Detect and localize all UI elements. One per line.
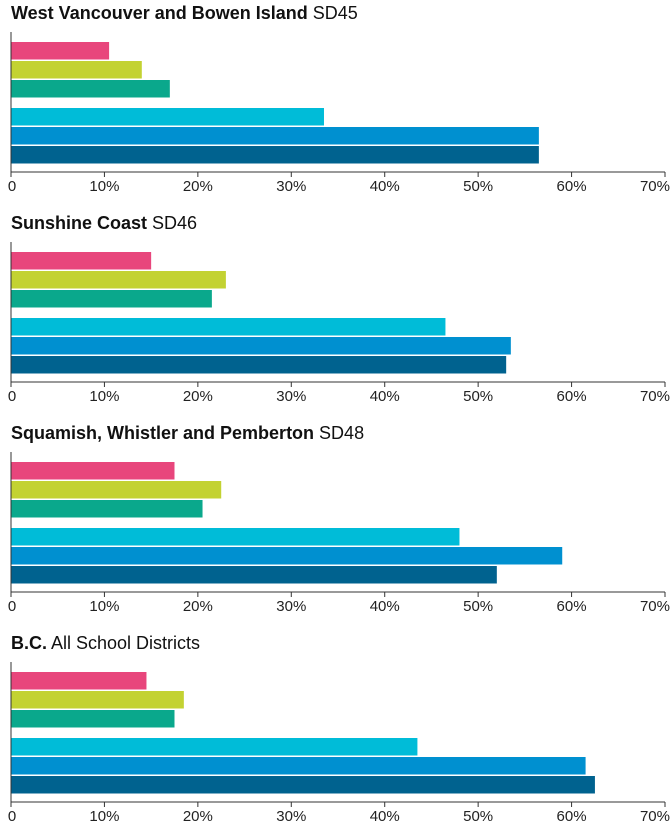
bar [11, 738, 418, 756]
bar [11, 500, 203, 518]
panel-title-bold: West Vancouver and Bowen Island [11, 3, 308, 23]
bar [11, 356, 507, 374]
bar [11, 547, 563, 565]
bar [11, 61, 142, 79]
panel-title: B.C. All School Districts [11, 633, 200, 654]
x-tick-label: 70% [640, 598, 670, 615]
x-tick-label: 40% [370, 388, 400, 405]
bar-plot: 0 10% 20% 30% 40% 50% 60% 70% [8, 662, 670, 825]
panel-title-bold: B.C. [11, 633, 47, 653]
x-tick-label: 50% [463, 598, 493, 615]
x-tick-label: 20% [183, 388, 213, 405]
bar [11, 80, 170, 98]
x-tick-label: 0 [8, 388, 16, 405]
x-tick-label: 50% [463, 388, 493, 405]
x-tick-label: 60% [557, 178, 587, 195]
x-tick-label: 70% [640, 178, 670, 195]
x-tick-label: 20% [183, 598, 213, 615]
bar [11, 691, 184, 709]
bar [11, 127, 539, 145]
bar [11, 318, 446, 336]
x-tick-label: 50% [463, 178, 493, 195]
x-tick-label: 10% [89, 598, 119, 615]
bar [11, 481, 222, 499]
panel-title: West Vancouver and Bowen Island SD45 [11, 3, 358, 24]
chart-panel: B.C. All School Districts 0 10% 20% 30% 40% 50… [0, 630, 670, 838]
chart-panel: Squamish, Whistler and Pemberton SD48 0 10… [0, 420, 670, 628]
x-tick-label: 70% [640, 808, 670, 825]
x-tick-label: 50% [463, 808, 493, 825]
bar [11, 672, 147, 690]
bar [11, 290, 212, 308]
bar [11, 108, 324, 126]
bar [11, 252, 152, 270]
panel-title-rest: SD46 [147, 213, 198, 233]
x-tick-label: 60% [557, 388, 587, 405]
bar [11, 776, 595, 794]
x-tick-label: 30% [276, 808, 306, 825]
x-tick-label: 10% [89, 388, 119, 405]
bar [11, 710, 175, 728]
bar-plot: 0 10% 20% 30% 40% 50% 60% 70% [8, 32, 670, 195]
x-tick-label: 10% [89, 178, 119, 195]
bar-plot: 0 10% 20% 30% 40% 50% 60% 70% [8, 452, 670, 615]
x-tick-label: 70% [640, 388, 670, 405]
bar [11, 462, 175, 480]
panel-title: Sunshine Coast SD46 [11, 213, 197, 234]
panel-title-bold: Sunshine Coast [11, 213, 148, 233]
bar [11, 271, 226, 289]
bar [11, 337, 511, 355]
chart-panel: West Vancouver and Bowen Island SD45 0 10%… [0, 0, 670, 208]
x-tick-label: 0 [8, 178, 16, 195]
chart-panel: Sunshine Coast SD46 0 10% 20% 30% 40% 50% 60% 70… [0, 210, 670, 418]
x-tick-label: 40% [370, 808, 400, 825]
x-tick-label: 30% [276, 178, 306, 195]
bar [11, 146, 539, 164]
bar [11, 566, 497, 584]
bar [11, 42, 110, 60]
x-tick-label: 30% [276, 598, 306, 615]
bar [11, 528, 460, 546]
x-tick-label: 0 [8, 808, 16, 825]
panel-title-rest: All School Districts [47, 633, 201, 653]
bar [11, 757, 586, 775]
panel-title-rest: SD48 [314, 423, 365, 443]
x-tick-label: 60% [557, 808, 587, 825]
x-tick-label: 20% [183, 178, 213, 195]
x-tick-label: 40% [370, 598, 400, 615]
x-tick-label: 20% [183, 808, 213, 825]
x-tick-label: 30% [276, 388, 306, 405]
panel-title-bold: Squamish, Whistler and Pemberton [11, 423, 315, 443]
panel-title-rest: SD45 [307, 3, 358, 23]
x-tick-label: 0 [8, 598, 16, 615]
x-tick-label: 40% [370, 178, 400, 195]
x-tick-label: 60% [557, 598, 587, 615]
x-tick-label: 10% [89, 808, 119, 825]
panel-title: Squamish, Whistler and Pemberton SD48 [11, 423, 364, 444]
bar-plot: 0 10% 20% 30% 40% 50% 60% 70% [8, 242, 670, 405]
